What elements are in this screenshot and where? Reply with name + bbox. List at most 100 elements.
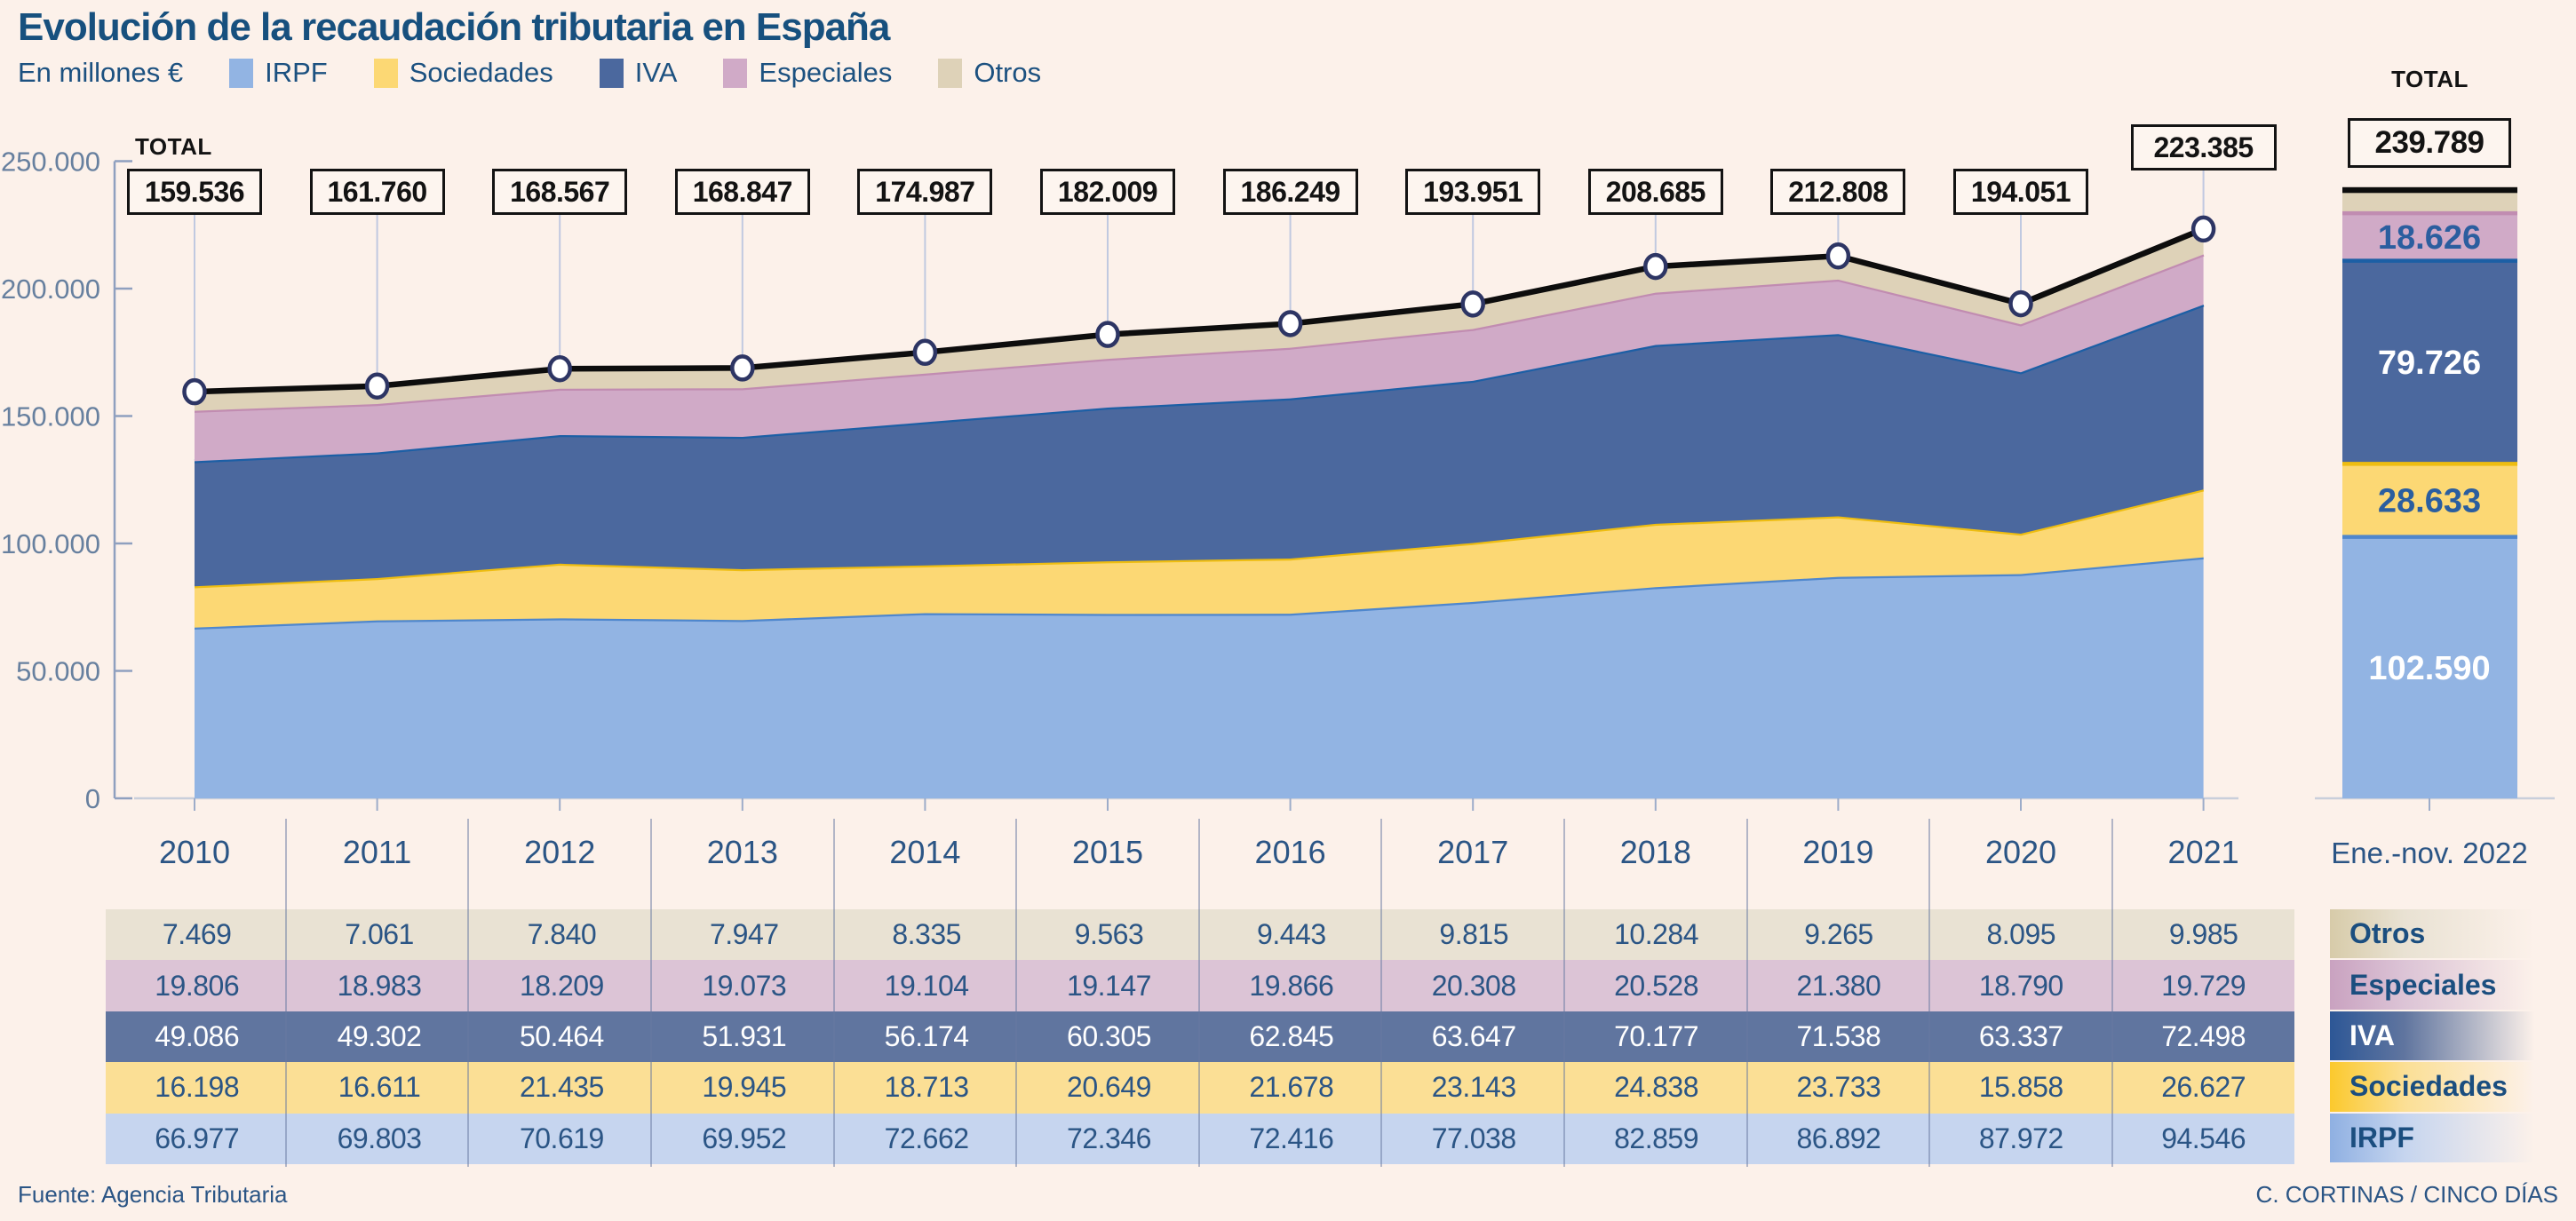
legend-unit-label: En millones € — [18, 57, 184, 88]
column-divider — [650, 819, 652, 1167]
table-cell: 18.713 — [884, 1071, 969, 1104]
legend: En millones € IRPF Sociedades IVA Especiale… — [18, 57, 1041, 89]
total-box-2017: 193.951 — [1405, 169, 1541, 215]
total-line-marker — [730, 354, 755, 382]
table-cell: 71.538 — [1796, 1019, 1881, 1052]
x-axis-year-label: 2013 — [707, 834, 778, 870]
x-axis-2022-label: Ene.-nov. 2022 — [2331, 836, 2527, 869]
total-box-2013: 168.847 — [674, 169, 810, 215]
table-cell: 50.464 — [519, 1019, 604, 1052]
table-cell: 72.416 — [1249, 1122, 1334, 1154]
y-axis-tick-label: 100.000 — [1, 528, 100, 559]
total-line-marker — [1277, 310, 1303, 337]
legend-item-label: Especiales — [759, 57, 893, 88]
area-iva — [195, 305, 2204, 587]
table-cell: 23.733 — [1796, 1071, 1881, 1104]
table-cell: 15.858 — [1978, 1071, 2063, 1104]
table-cell: 77.038 — [1431, 1122, 1516, 1154]
table-cell: 7.840 — [527, 918, 597, 951]
table-row-sociedades: 16.198 16.611 21.435 19.945 18.713 20.649 21.6… — [106, 1062, 2295, 1114]
table-cell: 18.790 — [1978, 969, 2063, 1002]
table-row-especiales: 19.806 18.983 18.209 19.073 19.104 19.147 19.8… — [106, 960, 2295, 1011]
legend-swatch-icon — [229, 58, 254, 88]
table-cell: 72.346 — [1067, 1122, 1151, 1154]
total-box-2022: 239.789 — [2348, 118, 2511, 168]
table-cell: 9.815 — [1439, 918, 1508, 951]
x-axis-year-label: 2010 — [159, 834, 230, 870]
total-line-marker — [1825, 242, 1851, 270]
row-label-especiales: Especiales — [2330, 960, 2543, 1010]
total-box-2012: 168.567 — [492, 169, 628, 215]
column-divider — [1197, 819, 1200, 1167]
table-cell: 8.095 — [1986, 918, 2056, 951]
legend-swatch-icon — [599, 58, 624, 88]
column-divider — [467, 819, 470, 1167]
table-cell: 16.198 — [155, 1071, 240, 1104]
area-especiales — [195, 254, 2204, 462]
total-box-2010: 159.536 — [127, 169, 262, 215]
table-cell: 10.284 — [1614, 918, 1698, 951]
row-label-irpf: IRPF — [2330, 1113, 2543, 1162]
x-axis-year-label: 2019 — [1802, 834, 1873, 870]
table-cell: 20.649 — [1067, 1071, 1151, 1104]
table-cell: 24.838 — [1614, 1071, 1698, 1104]
table-row-otros: 7.469 7.061 7.840 7.947 8.335 9.563 9.443 9.815… — [106, 909, 2295, 961]
table-cell: 69.803 — [337, 1122, 422, 1154]
area-edge-especiales — [194, 252, 2205, 413]
table-row-irpf: 66.977 69.803 70.619 69.952 72.662 72.346 72.4… — [106, 1113, 2295, 1164]
table-cell: 21.678 — [1249, 1071, 1334, 1104]
row-label-column: Otros Especiales IVA Sociedades IRPF — [2330, 909, 2543, 1164]
column-divider — [1928, 819, 1931, 1167]
table-cell: 8.335 — [892, 918, 961, 951]
y-axis-tick-label: 200.000 — [1, 274, 100, 305]
legend-item-irpf: IRPF — [229, 57, 328, 89]
column-divider — [1380, 819, 1383, 1167]
table-cell: 86.892 — [1796, 1122, 1881, 1154]
legend-swatch-icon — [373, 58, 398, 88]
legend-item-especiales: Especiales — [723, 57, 892, 89]
table-cell: 69.952 — [702, 1122, 787, 1154]
total-line-marker — [182, 377, 207, 406]
legend-item-otros: Otros — [938, 57, 1041, 89]
table-cell: 9.985 — [2168, 918, 2238, 951]
table-cell: 18.983 — [337, 969, 422, 1002]
x-axis-year-label: 2011 — [343, 834, 411, 870]
bar-segment-value: 79.726 — [2378, 345, 2481, 382]
x-axis-year-label: 2015 — [1072, 834, 1143, 870]
bar-segment-iva — [2342, 260, 2517, 464]
table-cell: 18.209 — [519, 969, 604, 1002]
column-divider — [284, 819, 287, 1167]
total-box-2020: 194.051 — [1953, 169, 2088, 215]
table-cell: 9.265 — [1804, 918, 1873, 951]
legend-item-iva: IVA — [599, 57, 677, 89]
table-cell: 49.302 — [337, 1019, 422, 1052]
credit-note: C. CORTINAS / CINCO DÍAS — [2255, 1181, 2558, 1208]
row-label-sociedades: Sociedades — [2330, 1062, 2543, 1112]
table-cell: 16.611 — [338, 1071, 421, 1104]
bar-segment-value: 102.590 — [2368, 650, 2490, 687]
legend-item-sociedades: Sociedades — [373, 57, 553, 89]
table-cell: 21.380 — [1796, 969, 1881, 1002]
total-box-2014: 174.987 — [857, 169, 993, 215]
total-line-marker — [2008, 289, 2033, 318]
total-line-marker — [912, 338, 938, 367]
total-box-2015: 182.009 — [1040, 169, 1175, 215]
total-line-marker — [547, 354, 572, 383]
y-axis-tick-label: 0 — [85, 783, 100, 814]
bar-segment-irpf — [2342, 536, 2517, 798]
legend-swatch-icon — [723, 58, 748, 88]
x-axis-year-label: 2021 — [2168, 834, 2239, 870]
table-cell: 56.174 — [884, 1019, 969, 1052]
area-sociedades — [195, 489, 2204, 628]
total-line-marker — [1095, 321, 1120, 348]
data-table: 7.469 7.061 7.840 7.947 8.335 9.563 9.443 9.815… — [106, 909, 2295, 1164]
table-cell: 19.945 — [702, 1071, 787, 1104]
total-line-marker — [364, 372, 390, 400]
x-axis-year-label: 2017 — [1437, 834, 1508, 870]
total-box-2019: 212.808 — [1770, 169, 1906, 215]
table-cell: 26.627 — [2161, 1071, 2246, 1104]
table-cell: 72.662 — [884, 1122, 969, 1154]
table-cell: 19.073 — [702, 969, 787, 1002]
